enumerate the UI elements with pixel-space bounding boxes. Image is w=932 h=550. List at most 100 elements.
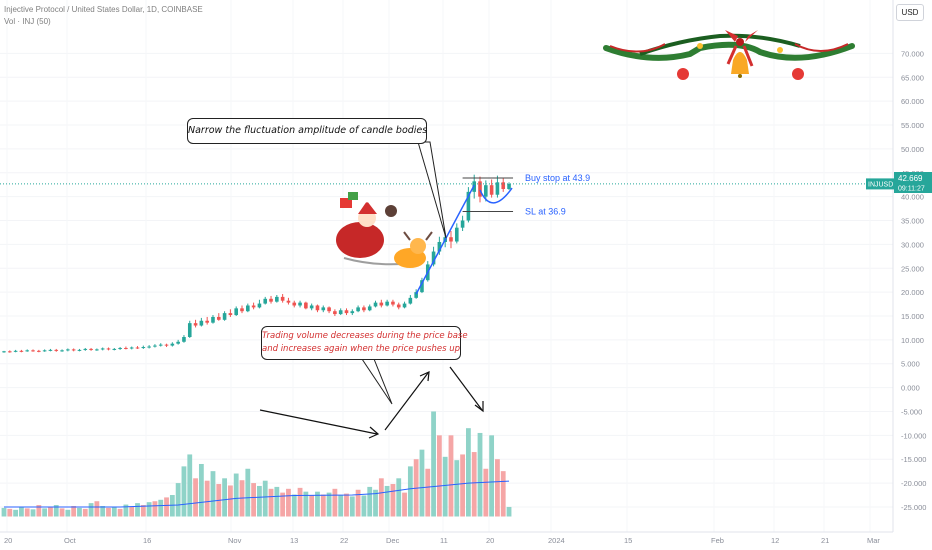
- candle: [391, 299, 395, 307]
- volume-bar: [471, 452, 477, 517]
- volume-bar: [187, 454, 193, 517]
- candle: [71, 348, 76, 352]
- candle: [327, 306, 331, 314]
- last-price-value: 42.669: [898, 174, 923, 183]
- volume-bar: [506, 506, 512, 517]
- candle: [263, 296, 268, 305]
- candle: [228, 309, 233, 317]
- candle: [176, 339, 180, 345]
- price-tick-label: -5.000: [901, 407, 922, 416]
- price-tick-label: -10.000: [901, 431, 926, 440]
- candle: [25, 349, 30, 352]
- price-tick-label: 25.000: [901, 264, 924, 273]
- candle: [338, 308, 343, 316]
- volume-indicator-title[interactable]: Vol · INJ (50): [4, 17, 51, 26]
- volume-bar: [181, 466, 187, 517]
- candle: [356, 305, 360, 313]
- volume-bar: [222, 478, 227, 517]
- time-label: Oct: [64, 536, 77, 545]
- callout-candle-bodies-text: Narrow the fluctuation amplitude of cand…: [188, 125, 428, 136]
- candle: [315, 304, 320, 313]
- volume-bar: [274, 486, 280, 517]
- candle: [269, 295, 273, 304]
- candle: [124, 346, 128, 350]
- volume-bar: [297, 487, 303, 517]
- symbol-title[interactable]: Injective Protocol / United States Dolla…: [4, 5, 203, 14]
- volume-bar: [140, 505, 146, 517]
- candle: [199, 317, 204, 327]
- candle: [454, 223, 459, 244]
- volume-bar: [193, 478, 198, 517]
- time-label: Nov: [228, 536, 242, 545]
- time-label: 15: [624, 536, 632, 545]
- candle: [240, 305, 244, 314]
- price-tick-label: 15.000: [901, 312, 924, 321]
- candle: [216, 313, 221, 321]
- volume-bar: [53, 505, 59, 517]
- candle: [205, 316, 209, 325]
- time-axis[interactable]: 20 Oct 16 Nov 13 22 Dec 11 20 2024 15 Feb 12 21 Mar: [0, 531, 893, 545]
- candle: [420, 277, 424, 294]
- volume-bar: [88, 503, 94, 517]
- volume-bar: [262, 480, 268, 517]
- volume-bar: [65, 509, 71, 517]
- price-tick-label: 0.000: [901, 384, 920, 393]
- candle: [298, 300, 302, 308]
- candle: [396, 302, 401, 310]
- volume-bar: [448, 435, 454, 517]
- price-tick-label: 70.000: [901, 49, 924, 58]
- volume-bars: [1, 411, 512, 517]
- time-label: Dec: [386, 536, 400, 545]
- volume-bar: [483, 468, 489, 517]
- volume-bar: [332, 488, 338, 517]
- price-tick-label: 50.000: [901, 145, 924, 154]
- candle: [350, 309, 355, 316]
- volume-bar: [280, 492, 286, 517]
- candle: [251, 302, 256, 310]
- price-scale[interactable]: 70.00065.00060.00055.00050.00045.00040.0…: [892, 0, 926, 532]
- volume-bar: [419, 449, 425, 517]
- candle: [95, 348, 99, 351]
- volume-bar: [48, 506, 53, 517]
- volume-bar: [378, 478, 384, 517]
- candle: [466, 187, 471, 223]
- volume-bar: [373, 489, 378, 517]
- volume-bar: [227, 485, 233, 517]
- volume-bar: [135, 503, 140, 517]
- candle: [402, 301, 407, 309]
- price-tick-label: 20.000: [901, 288, 924, 297]
- volume-bar: [77, 507, 82, 517]
- candle: [31, 349, 35, 352]
- volume-bar: [477, 432, 483, 517]
- time-label: Mar: [867, 536, 880, 545]
- trend-line: [415, 184, 475, 295]
- volume-bar: [326, 492, 332, 517]
- decoration-christmas-garland: [603, 30, 855, 80]
- volume-bar: [291, 494, 297, 517]
- candle: [54, 348, 59, 352]
- candle: [507, 182, 511, 190]
- volume-bar: [320, 494, 326, 517]
- candle: [42, 349, 47, 352]
- decoration-santa-sleigh: [336, 192, 433, 268]
- volume-bar: [19, 506, 24, 517]
- candle: [100, 347, 105, 351]
- volume-bar: [407, 466, 413, 517]
- volume-bar: [106, 507, 111, 517]
- price-tick-label: 10.000: [901, 336, 924, 345]
- volume-bar: [355, 489, 361, 517]
- volume-bar: [454, 460, 460, 517]
- volume-bar: [257, 485, 262, 517]
- volume-bar: [42, 508, 48, 517]
- volume-bar: [129, 506, 135, 517]
- candle: [118, 347, 122, 350]
- time-label: 20: [486, 536, 494, 545]
- candle: [246, 303, 250, 313]
- candle: [484, 180, 488, 202]
- candle: [257, 299, 262, 309]
- candle: [2, 350, 6, 353]
- candle: [431, 246, 436, 267]
- currency-button[interactable]: USD: [896, 4, 924, 21]
- time-label: 12: [771, 536, 779, 545]
